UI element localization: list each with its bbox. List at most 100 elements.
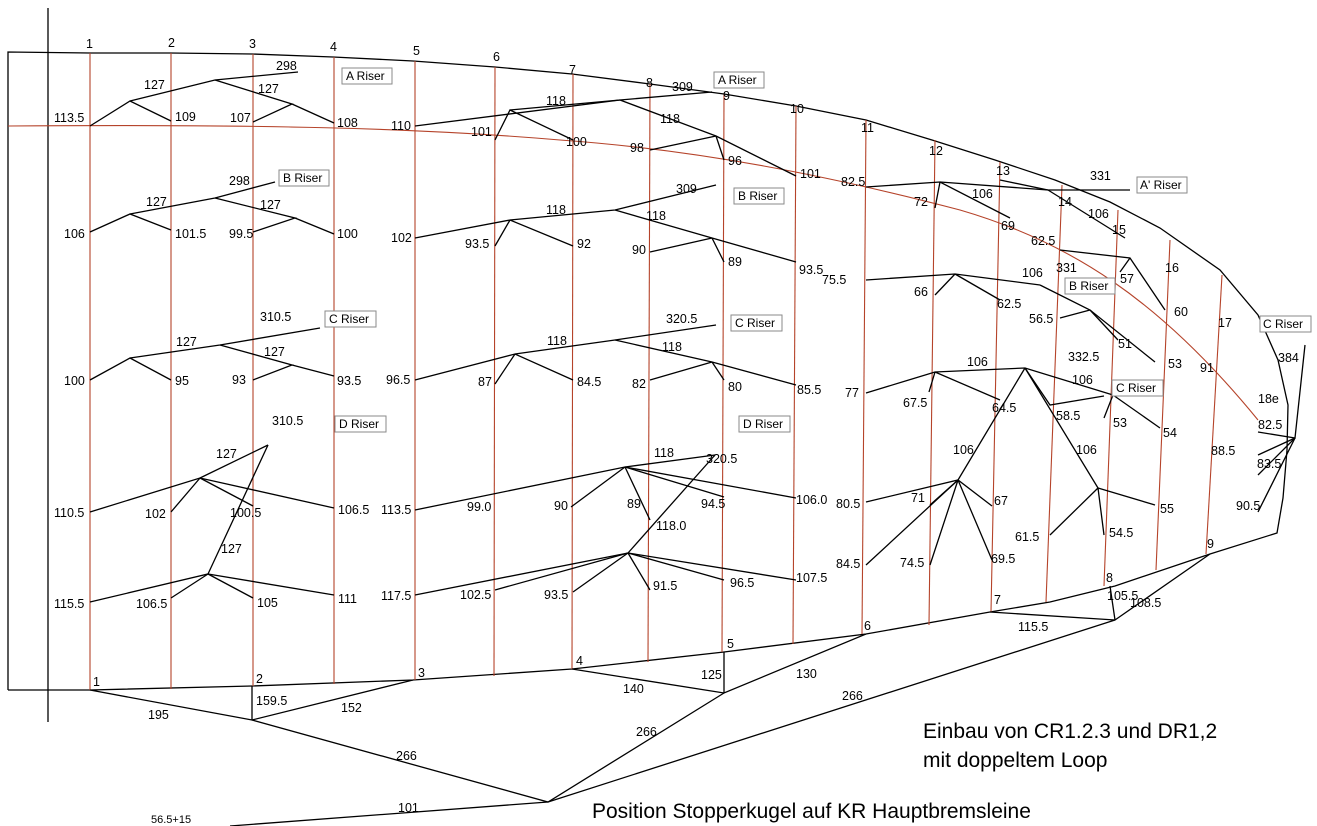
line-length: 118 <box>660 112 680 126</box>
line-length: 106 <box>64 227 85 241</box>
line-length: 384 <box>1278 351 1299 365</box>
line-length: 93.5 <box>544 588 568 602</box>
line-length: 107 <box>230 111 251 125</box>
line-length: 80.5 <box>836 497 860 511</box>
line-length: 113.5 <box>381 503 411 517</box>
line-length: 106.5 <box>136 597 167 611</box>
rib-number: 18e <box>1258 392 1279 406</box>
line-length: 54.5 <box>1109 526 1133 540</box>
line-length: 101 <box>471 125 492 139</box>
riser-label: D Riser <box>339 417 379 431</box>
line-length: 84.5 <box>836 557 860 571</box>
line-length: 320.5 <box>666 312 697 326</box>
line-length: 90.5 <box>1236 499 1260 513</box>
line-length: 140 <box>623 682 644 696</box>
line-length: 105.5 <box>1107 589 1138 603</box>
line-length: 108 <box>337 116 358 130</box>
line-length: 100 <box>64 374 85 388</box>
line-length: 127 <box>264 345 285 359</box>
line-length: 66 <box>914 285 928 299</box>
line-length: 93.5 <box>799 263 823 277</box>
te-number: 4 <box>576 654 583 668</box>
riser-label: A' Riser <box>1140 178 1182 192</box>
rib-number: 5 <box>413 44 420 58</box>
line-length: 109 <box>175 110 196 124</box>
line-length: 100 <box>566 135 587 149</box>
line-length: 106 <box>1088 207 1109 221</box>
line-length: 93.5 <box>465 237 489 251</box>
line-length: 61.5 <box>1015 530 1039 544</box>
te-number: 1 <box>93 675 100 689</box>
riser-labels: A Riser A Riser A' Riser B Riser B Riser… <box>278 67 1312 433</box>
te-number: 6 <box>864 619 871 633</box>
line-length: 96.5 <box>386 373 410 387</box>
line-length: 92 <box>577 237 591 251</box>
line-length: 107.5 <box>796 571 827 585</box>
line-length: 75.5 <box>822 273 846 287</box>
rib-number: 12 <box>929 144 943 158</box>
line-length: 266 <box>842 689 863 703</box>
line-length: 82 <box>632 377 646 391</box>
rib-number: 17 <box>1218 316 1232 330</box>
line-length: 51 <box>1118 337 1132 351</box>
line-length: 69.5 <box>991 552 1015 566</box>
line-length: 56.5 <box>1029 312 1053 326</box>
line-length: 127 <box>176 335 197 349</box>
line-length: 117.5 <box>381 589 411 603</box>
line-length: 118 <box>654 446 674 460</box>
rib-number: 9 <box>723 89 730 103</box>
line-length: 102 <box>391 231 412 245</box>
line-length: 266 <box>636 725 657 739</box>
line-length: 331 <box>1090 169 1111 183</box>
trailing-edge-numbers: 1 2 3 4 5 6 7 8 9 <box>93 537 1214 689</box>
rib-numbers: 1 2 3 4 5 6 7 8 9 10 11 12 13 14 15 16 1… <box>86 36 1279 406</box>
line-length: 102 <box>145 507 166 521</box>
line-length: 96 <box>728 154 742 168</box>
line-length: 88.5 <box>1211 444 1235 458</box>
rib-number: 11 <box>861 121 874 135</box>
installation-note: Einbau von CR1.2.3 und DR1,2 <box>923 720 1218 743</box>
te-number: 2 <box>256 672 263 686</box>
line-length: 82.5 <box>841 175 865 189</box>
rib-number: 4 <box>330 40 337 54</box>
line-length: 118 <box>662 340 682 354</box>
line-length: 93.5 <box>337 374 361 388</box>
te-number: 8 <box>1106 571 1113 585</box>
line-length: 106 <box>1022 266 1043 280</box>
riser-label: A Riser <box>718 73 757 87</box>
line-length: 85.5 <box>797 383 821 397</box>
line-length: 111 <box>338 592 357 606</box>
te-number: 9 <box>1207 537 1214 551</box>
rib-number: 16 <box>1165 261 1179 275</box>
line-length: 115.5 <box>54 597 84 611</box>
line-length: 64.5 <box>992 401 1016 415</box>
line-length: 127 <box>216 447 237 461</box>
line-length: 106 <box>967 355 988 369</box>
line-length: 55 <box>1160 502 1174 516</box>
line-length: 100 <box>337 227 358 241</box>
riser-label: B Riser <box>738 189 777 203</box>
line-length: 87 <box>478 375 492 389</box>
line-length: 127 <box>260 198 281 212</box>
line-length: 106 <box>972 187 993 201</box>
line-cascades <box>89 71 1306 826</box>
rib-number: 14 <box>1058 195 1072 209</box>
line-length: 266 <box>396 749 417 763</box>
riser-label: C Riser <box>1263 317 1303 331</box>
line-length: 100.5 <box>230 506 261 520</box>
line-length: 53 <box>1168 357 1182 371</box>
line-length: 95 <box>175 374 189 388</box>
line-length: 94.5 <box>701 497 725 511</box>
riser-label: B Riser <box>1069 279 1108 293</box>
line-length: 127 <box>221 542 242 556</box>
line-length: 105 <box>257 596 278 610</box>
riser-label: C Riser <box>1116 381 1156 395</box>
line-length: 67 <box>994 494 1008 508</box>
line-length: 62.5 <box>997 297 1021 311</box>
line-length: 118 <box>547 334 567 348</box>
line-length: 82.5 <box>1258 418 1282 432</box>
line-length: 298 <box>229 174 250 188</box>
rib-number: 7 <box>569 63 576 77</box>
line-length: 118 <box>546 203 566 217</box>
line-length: 106 <box>1072 373 1093 387</box>
